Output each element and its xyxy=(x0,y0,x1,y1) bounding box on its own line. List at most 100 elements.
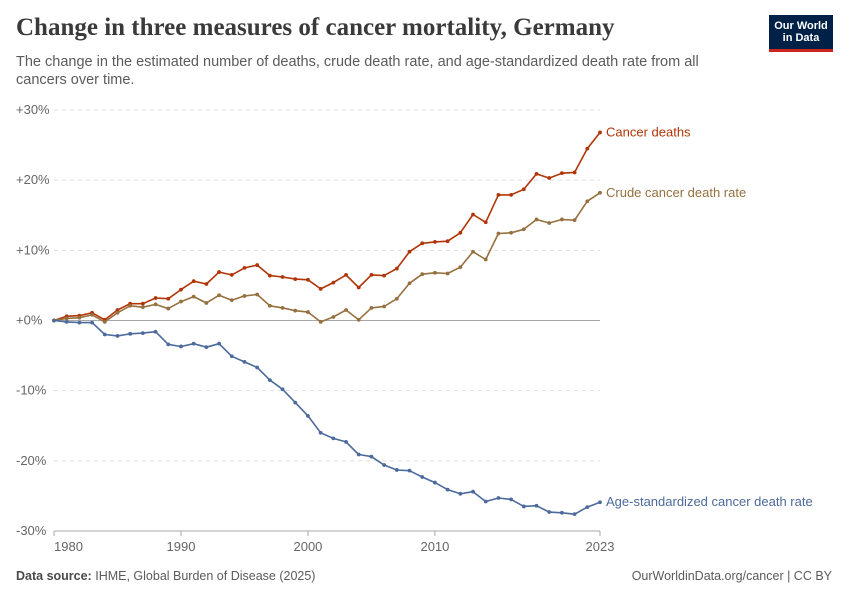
data-point-cancer_deaths[interactable] xyxy=(483,220,488,225)
data-point-crude_rate[interactable] xyxy=(433,270,437,275)
data-point-age_standardized[interactable] xyxy=(585,505,590,510)
data-point-cancer_deaths[interactable] xyxy=(394,266,399,271)
data-point-cancer_deaths[interactable] xyxy=(572,170,577,175)
data-point-cancer_deaths[interactable] xyxy=(369,272,374,277)
series-label-cancer_deaths[interactable]: Cancer deaths xyxy=(606,124,691,139)
data-point-age_standardized[interactable] xyxy=(204,345,209,350)
data-point-cancer_deaths[interactable] xyxy=(585,146,590,151)
data-point-age_standardized[interactable] xyxy=(90,320,94,325)
data-point-age_standardized[interactable] xyxy=(115,334,120,338)
data-point-age_standardized[interactable] xyxy=(369,454,374,459)
series-line-crude_rate[interactable] xyxy=(53,192,601,323)
data-point-age_standardized[interactable] xyxy=(242,359,247,364)
data-point-age_standardized[interactable] xyxy=(64,320,69,324)
data-point-cancer_deaths[interactable] xyxy=(140,301,145,306)
data-point-age_standardized[interactable] xyxy=(255,365,260,370)
data-point-cancer_deaths[interactable] xyxy=(242,265,247,270)
data-point-crude_rate[interactable] xyxy=(77,315,82,320)
data-point-crude_rate[interactable] xyxy=(191,294,196,299)
data-point-crude_rate[interactable] xyxy=(331,315,336,319)
data-point-cancer_deaths[interactable] xyxy=(306,277,310,282)
data-point-age_standardized[interactable] xyxy=(407,468,412,473)
data-point-crude_rate[interactable] xyxy=(471,249,475,254)
data-point-age_standardized[interactable] xyxy=(394,468,399,472)
data-point-cancer_deaths[interactable] xyxy=(521,187,526,192)
data-point-age_standardized[interactable] xyxy=(471,489,475,494)
data-point-crude_rate[interactable] xyxy=(483,257,488,262)
data-point-age_standardized[interactable] xyxy=(166,342,171,347)
data-point-age_standardized[interactable] xyxy=(102,332,107,337)
data-point-cancer_deaths[interactable] xyxy=(509,193,514,197)
data-point-crude_rate[interactable] xyxy=(102,320,107,324)
data-point-age_standardized[interactable] xyxy=(306,414,310,418)
owid-logo[interactable]: Our World in Data xyxy=(769,15,833,52)
data-point-cancer_deaths[interactable] xyxy=(496,193,501,197)
data-point-crude_rate[interactable] xyxy=(458,265,463,270)
data-point-age_standardized[interactable] xyxy=(229,354,234,359)
data-point-age_standardized[interactable] xyxy=(483,499,488,504)
data-point-crude_rate[interactable] xyxy=(90,312,94,317)
data-point-crude_rate[interactable] xyxy=(293,308,298,313)
data-point-cancer_deaths[interactable] xyxy=(420,241,425,246)
data-point-crude_rate[interactable] xyxy=(229,298,234,303)
data-point-age_standardized[interactable] xyxy=(267,378,272,383)
data-point-age_standardized[interactable] xyxy=(179,344,183,349)
data-point-age_standardized[interactable] xyxy=(496,496,501,500)
data-point-crude_rate[interactable] xyxy=(382,304,387,309)
data-point-crude_rate[interactable] xyxy=(496,231,501,236)
data-point-crude_rate[interactable] xyxy=(534,217,539,222)
data-point-crude_rate[interactable] xyxy=(179,299,183,304)
data-point-crude_rate[interactable] xyxy=(318,320,323,324)
data-point-cancer_deaths[interactable] xyxy=(267,273,272,278)
data-point-age_standardized[interactable] xyxy=(293,400,298,405)
data-point-crude_rate[interactable] xyxy=(509,230,514,235)
data-point-age_standardized[interactable] xyxy=(153,329,158,334)
data-point-crude_rate[interactable] xyxy=(166,306,171,311)
data-point-age_standardized[interactable] xyxy=(420,475,425,479)
data-point-age_standardized[interactable] xyxy=(445,487,450,492)
data-point-cancer_deaths[interactable] xyxy=(547,176,552,180)
data-point-crude_rate[interactable] xyxy=(217,293,221,298)
data-point-crude_rate[interactable] xyxy=(560,217,564,222)
data-point-age_standardized[interactable] xyxy=(534,503,539,508)
data-point-cancer_deaths[interactable] xyxy=(471,212,475,217)
data-point-crude_rate[interactable] xyxy=(521,227,526,232)
data-point-crude_rate[interactable] xyxy=(356,317,361,322)
data-point-crude_rate[interactable] xyxy=(394,296,399,301)
data-point-cancer_deaths[interactable] xyxy=(407,249,412,254)
data-point-crude_rate[interactable] xyxy=(280,305,285,310)
data-point-cancer_deaths[interactable] xyxy=(115,308,120,312)
data-point-age_standardized[interactable] xyxy=(458,491,463,496)
data-point-cancer_deaths[interactable] xyxy=(458,230,463,235)
data-point-age_standardized[interactable] xyxy=(560,510,564,515)
data-point-crude_rate[interactable] xyxy=(572,218,577,223)
footer-credit-link[interactable]: OurWorldinData.org/cancer | CC BY xyxy=(631,569,832,583)
data-point-cancer_deaths[interactable] xyxy=(255,263,260,267)
data-point-cancer_deaths[interactable] xyxy=(356,285,361,290)
data-point-age_standardized[interactable] xyxy=(572,512,577,517)
data-point-age_standardized[interactable] xyxy=(331,436,336,441)
data-point-crude_rate[interactable] xyxy=(306,310,310,314)
data-point-cancer_deaths[interactable] xyxy=(204,282,209,286)
data-point-age_standardized[interactable] xyxy=(77,320,82,325)
data-point-crude_rate[interactable] xyxy=(153,302,158,307)
data-point-cancer_deaths[interactable] xyxy=(534,171,539,176)
data-point-cancer_deaths[interactable] xyxy=(217,270,221,274)
data-point-cancer_deaths[interactable] xyxy=(293,277,298,282)
data-point-crude_rate[interactable] xyxy=(344,308,348,312)
data-point-age_standardized[interactable] xyxy=(140,331,145,336)
data-point-crude_rate[interactable] xyxy=(445,271,450,276)
data-point-crude_rate[interactable] xyxy=(128,303,133,308)
data-point-cancer_deaths[interactable] xyxy=(433,240,437,244)
data-point-age_standardized[interactable] xyxy=(382,463,387,467)
data-point-crude_rate[interactable] xyxy=(267,303,272,308)
data-point-crude_rate[interactable] xyxy=(115,310,120,315)
data-point-crude_rate[interactable] xyxy=(407,281,412,286)
data-point-crude_rate[interactable] xyxy=(585,199,590,204)
data-point-age_standardized[interactable] xyxy=(344,439,348,444)
data-point-cancer_deaths[interactable] xyxy=(191,279,196,284)
data-point-cancer_deaths[interactable] xyxy=(280,275,285,279)
data-point-age_standardized[interactable] xyxy=(547,510,552,514)
data-point-age_standardized[interactable] xyxy=(509,497,514,502)
data-point-crude_rate[interactable] xyxy=(598,190,602,195)
